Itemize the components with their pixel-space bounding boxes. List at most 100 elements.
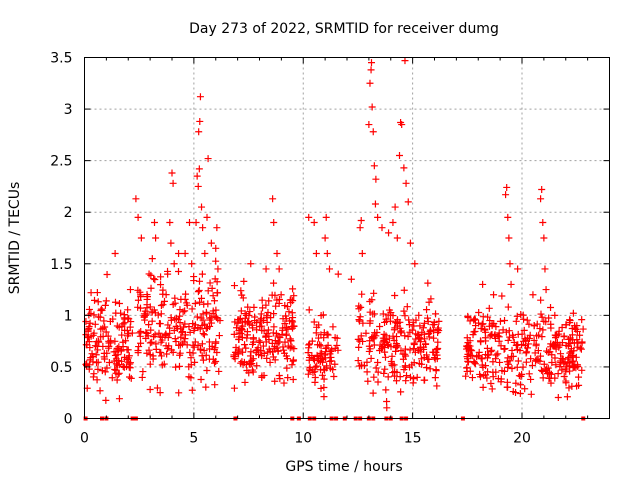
data-point xyxy=(551,331,559,339)
data-point xyxy=(415,359,423,367)
data-point-spike xyxy=(539,219,547,227)
data-point xyxy=(94,313,102,321)
data-point xyxy=(163,350,171,358)
data-point xyxy=(165,342,173,350)
data-point xyxy=(577,345,585,353)
data-point-spike xyxy=(199,224,207,232)
data-point xyxy=(382,386,390,394)
data-point xyxy=(393,316,401,324)
data-point xyxy=(267,314,275,322)
data-point xyxy=(199,310,207,318)
data-point-spike xyxy=(207,239,215,247)
data-point xyxy=(269,329,277,337)
data-point xyxy=(169,348,177,356)
data-point xyxy=(306,354,314,362)
data-point xyxy=(435,317,443,325)
data-point-spike xyxy=(323,249,331,257)
data-point xyxy=(578,338,586,346)
data-point xyxy=(143,295,151,303)
data-point xyxy=(544,348,552,356)
data-point xyxy=(198,321,206,329)
data-point xyxy=(476,373,484,381)
data-point xyxy=(470,359,478,367)
data-point xyxy=(538,333,546,341)
data-point xyxy=(403,303,411,311)
data-point-spike xyxy=(269,195,277,203)
data-point xyxy=(200,331,208,339)
data-point xyxy=(558,366,566,374)
data-point xyxy=(260,327,268,335)
data-point xyxy=(178,328,186,336)
data-point xyxy=(370,289,378,297)
data-point xyxy=(186,328,194,336)
data-point xyxy=(212,338,220,346)
data-point xyxy=(306,340,314,348)
data-point xyxy=(205,355,213,363)
data-point xyxy=(331,334,339,342)
data-point-spike xyxy=(371,200,379,208)
data-point xyxy=(230,353,238,361)
data-point xyxy=(135,329,143,337)
data-point xyxy=(202,324,210,332)
data-point xyxy=(383,404,391,412)
data-point-spike xyxy=(194,182,202,190)
data-point xyxy=(467,346,475,354)
data-point xyxy=(539,374,547,382)
data-point xyxy=(237,325,245,333)
axis-ticks: 0 5 10 15 20 0 0.5 1 1.5 2 2.5 3 3.5 xyxy=(50,51,610,447)
data-point-spike xyxy=(389,219,397,227)
data-point xyxy=(473,353,481,361)
data-point xyxy=(237,307,245,315)
data-point xyxy=(152,345,160,353)
data-point xyxy=(574,339,582,347)
data-point-spike xyxy=(275,265,283,273)
data-point xyxy=(111,365,119,373)
data-point xyxy=(566,359,574,367)
data-point xyxy=(157,338,165,346)
data-point-spike xyxy=(402,179,410,187)
data-point xyxy=(177,333,185,341)
data-point xyxy=(400,366,408,374)
data-point xyxy=(147,326,155,334)
data-point-spike xyxy=(312,249,320,257)
data-point xyxy=(363,368,371,376)
data-point xyxy=(533,320,541,328)
data-point xyxy=(175,362,183,370)
data-point xyxy=(266,358,274,366)
data-point xyxy=(128,329,136,337)
data-point xyxy=(432,366,440,374)
data-point xyxy=(568,324,576,332)
data-point xyxy=(551,354,559,362)
data-point xyxy=(157,273,165,281)
data-point xyxy=(317,384,325,392)
data-point xyxy=(85,305,93,313)
data-point xyxy=(174,268,182,276)
data-point xyxy=(159,286,167,294)
data-point xyxy=(425,298,433,306)
data-point-spike xyxy=(358,249,366,257)
data-point xyxy=(518,330,526,338)
data-point xyxy=(573,343,581,351)
data-point xyxy=(359,337,367,345)
data-point xyxy=(471,360,479,368)
data-point xyxy=(90,370,98,378)
data-point xyxy=(172,338,180,346)
data-point xyxy=(525,320,533,328)
data-point xyxy=(157,301,165,309)
data-point xyxy=(90,311,98,319)
data-point xyxy=(120,311,128,319)
data-point xyxy=(176,312,184,320)
data-point xyxy=(199,356,207,364)
data-point xyxy=(87,310,95,318)
data-point xyxy=(287,299,295,307)
data-point xyxy=(548,358,556,366)
data-point xyxy=(239,348,247,356)
data-point xyxy=(280,349,288,357)
data-point xyxy=(249,324,257,332)
data-point xyxy=(248,340,256,348)
data-point xyxy=(321,366,329,374)
data-point xyxy=(498,292,506,300)
data-point xyxy=(313,362,321,370)
data-point xyxy=(435,327,443,335)
data-point xyxy=(213,289,221,297)
